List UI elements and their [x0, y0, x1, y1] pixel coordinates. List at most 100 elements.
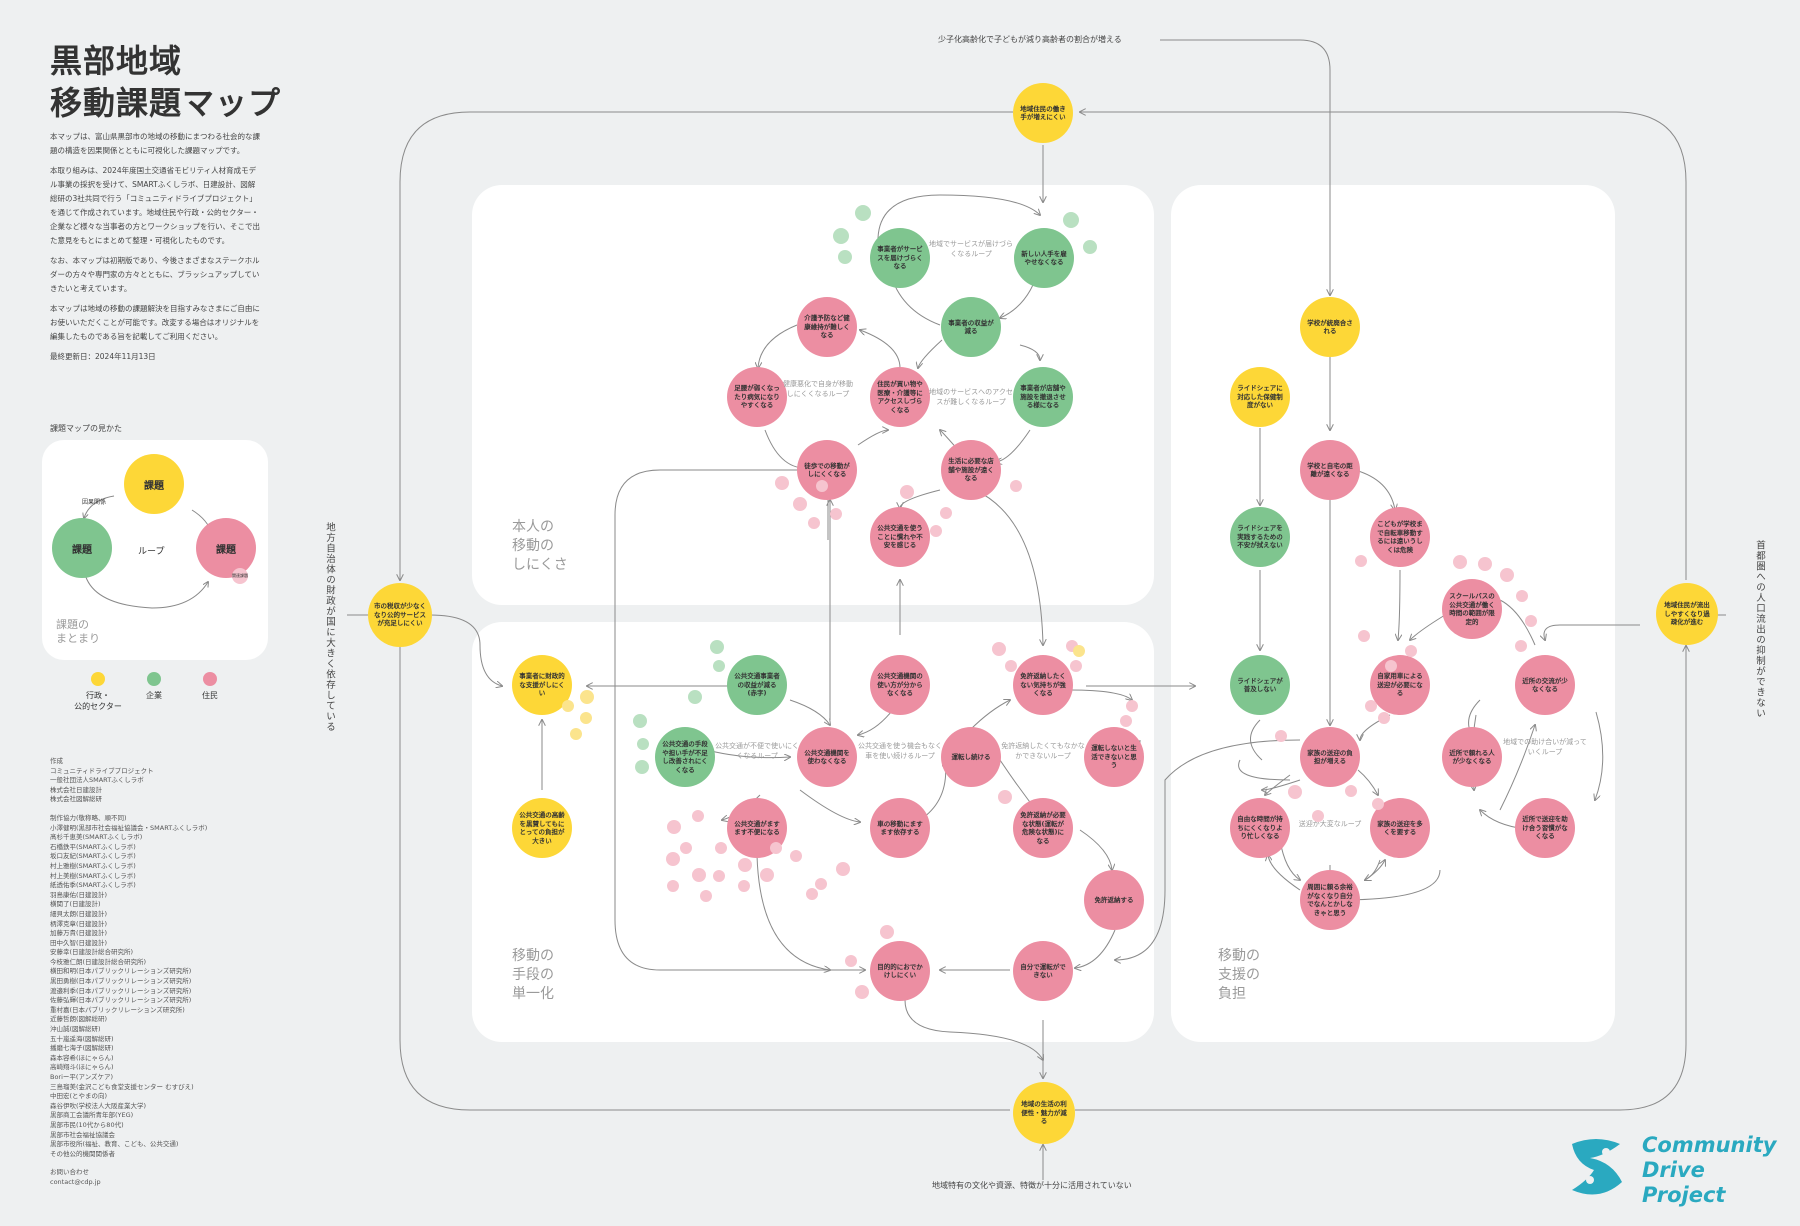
issue-node-license-return: 免許返納する	[1084, 870, 1144, 930]
related-issue-bubble	[1355, 555, 1367, 567]
credit-line: 沖山誠(図解総研)	[50, 1025, 101, 1034]
legend-caption: 課題マップの見かた	[50, 424, 122, 433]
credit-line: 田中久智(日建設計)	[50, 938, 108, 947]
related-issue-bubble	[692, 810, 704, 822]
credit-line: 横関了(日建設計)	[50, 900, 101, 909]
intro-p3: なお、本マップは初期版であり、今後さまざまなステークホルダーの方々や専門家の方々…	[50, 256, 260, 293]
color-key-res-label: 住民	[202, 691, 218, 700]
logo-line2: Drive	[1642, 1158, 1705, 1182]
issue-node-access: 住民が買い物や医療・介護等にアクセスしづらくなる	[870, 367, 930, 427]
legend-node-label: 課題	[144, 480, 164, 492]
issue-node-profit: 事業者の収益が減る	[941, 297, 1001, 357]
issue-node-pt-deficit: 公共交通事業者の収益が減る(赤字)	[727, 655, 787, 715]
related-issue-bubble	[715, 842, 727, 854]
credit-line: 高崎翔斗(ほにゃらん)	[50, 1063, 114, 1072]
legend-node-label: 課題	[216, 544, 236, 556]
credit-line: 細貝太朗(日建設計)	[50, 909, 108, 918]
credit-line: 羽島康佑(日建設計)	[50, 890, 108, 899]
credit-line: 株式会社日建設計	[50, 785, 102, 794]
related-issue-bubble	[1073, 645, 1085, 657]
issue-node-rs-spread: ライドシェアが普及しない	[1230, 655, 1290, 715]
credit-line: 近藤哲朗(図解総研)	[50, 1015, 108, 1024]
section-self-mobility: 本人の 移動の しにくさ	[512, 519, 568, 573]
issue-node-no-room: 周囲に頼る余裕がなくなり自分でなんとかしなきゃと思う	[1300, 870, 1360, 930]
related-issue-bubble	[570, 728, 582, 740]
color-key-biz: 企業	[124, 672, 184, 701]
related-issue-bubble	[633, 714, 647, 728]
loop-label-health: 健康悪化で自身が移動しにくくなるループ	[783, 380, 853, 398]
biz-dot	[147, 672, 161, 686]
issue-node-family-burden: 家族の送迎の負担が増える	[1300, 727, 1360, 787]
legend-arrow-label: 因果関係	[82, 499, 107, 506]
related-issue-bubble	[1500, 568, 1514, 582]
legend-node-yellow: 課題	[124, 454, 184, 514]
intro-p4: 本マップは地域の移動の課題解決を目指すみなさまにご自由にお使いいただくことが可能…	[50, 304, 260, 341]
related-issue-bubble	[1083, 240, 1097, 254]
related-issue-bubble	[1372, 798, 1384, 810]
related-issue-bubble	[700, 890, 712, 902]
external-bottom: 地域特有の文化や資源、特徴が十分に活用されていない	[932, 1181, 1132, 1190]
issue-node-legs: 足腰が弱くなったり病気になりやすくなる	[727, 367, 787, 427]
issue-node-pt-anxiety: 公共交通を使うことに慣れや不安を感じる	[870, 507, 930, 567]
related-issue-bubble	[580, 712, 592, 724]
issue-node-license-keep: 免許返納したくない気持ちが強くなる	[1013, 655, 1073, 715]
issue-node-keep-driving: 運転し続ける	[941, 727, 1001, 787]
related-issue-bubble	[688, 690, 702, 704]
issue-node-must-drive: 運転しないと生活できないと思う	[1084, 727, 1144, 787]
credit-line: 作成	[50, 757, 63, 765]
issue-node-free-time: 自由な時間が持ちにくくなりより忙しくなる	[1230, 798, 1290, 858]
credit-line: Boriー平(アンズケア)	[50, 1073, 114, 1081]
issue-node-biz: 事業者がサービスを届けづらくなる	[870, 228, 930, 288]
related-issue-bubble	[1070, 660, 1082, 672]
related-issue-bubble	[680, 842, 692, 854]
credit-line: 渡邉利季(日本パブリックリレーションズ研究所)	[50, 986, 192, 995]
related-issue-bubble	[637, 738, 649, 750]
credit-line: 株式会社図解総研	[50, 795, 102, 804]
logo-mark-icon	[1572, 1139, 1622, 1195]
credit-line: 森本容希(ほにゃらん)	[50, 1053, 114, 1062]
credit-line: お問い合わせ	[50, 1168, 89, 1177]
issue-node-school-merge: 学校が統廃合される	[1300, 297, 1360, 357]
issue-node-store: 事業者が店舗や施設を撤退させる様になる	[1013, 367, 1073, 427]
related-issue-bubble	[692, 868, 706, 882]
legend-loop-label: ループ	[138, 547, 165, 557]
related-issue-bubble	[845, 955, 857, 967]
related-issue-bubble	[900, 485, 914, 499]
related-issue-bubble	[1120, 715, 1132, 727]
related-issue-bubble	[830, 508, 842, 520]
issue-node-neighbor: 近所の交流が少なくなる	[1515, 655, 1575, 715]
related-issue-bubble	[770, 842, 782, 854]
related-issue-bubble	[1288, 785, 1302, 799]
related-issue-bubble	[738, 858, 752, 872]
issue-node-self-drive: 自分で運転ができない	[1013, 941, 1073, 1001]
issue-node-pt-howto: 公共交通機関の使い方が分からなくなる	[870, 655, 930, 715]
logo-line1: Community	[1642, 1133, 1777, 1157]
related-issue-bubble	[1010, 480, 1022, 492]
legend-group-label: 課題の まとまり	[56, 618, 100, 645]
related-issue-bubble	[930, 525, 942, 537]
external-right: 首都圏への人口流出の抑制ができない	[1754, 540, 1765, 719]
credit-line: 黒部商工会議所青年部(YEG)	[50, 1111, 134, 1120]
credit-line: 制作協力(敬称略、順不同)	[50, 813, 127, 822]
issue-node-car-dep: 車の移動にますます依存する	[870, 798, 930, 858]
issue-node-top: 地域住民の働き手が増えにくい	[1013, 83, 1073, 143]
credit-line: コミュニティドライブプロジェクト	[50, 766, 154, 775]
related-issue-bubble	[816, 480, 828, 492]
section-single-means: 移動の 手段の 単一化	[512, 948, 554, 1002]
credit-line: contact@cdp.jp	[50, 1177, 101, 1186]
legend-node-pink: 課題	[196, 518, 256, 578]
related-issue-bubble	[836, 862, 850, 876]
loop-label-access: 地域のサービスへのアクセスが難しくなるループ	[929, 388, 1013, 406]
credit-line: 坂口友紀(SMARTふくしラボ)	[50, 852, 136, 861]
panel-support-burden	[1171, 185, 1615, 1042]
legend-mini-label: 関連課題	[232, 573, 248, 578]
color-key-res: 住民	[180, 672, 240, 701]
related-issue-bubble	[738, 880, 750, 892]
gov-dot	[91, 672, 105, 686]
related-issue-bubble	[1312, 810, 1324, 822]
related-issue-bubble	[580, 690, 594, 704]
related-issue-bubble	[992, 642, 1006, 656]
related-issue-bubble	[713, 660, 725, 672]
credit-line: 石橋鉄平(SMARTふくしラボ)	[50, 842, 136, 851]
related-issue-bubble	[666, 852, 680, 866]
